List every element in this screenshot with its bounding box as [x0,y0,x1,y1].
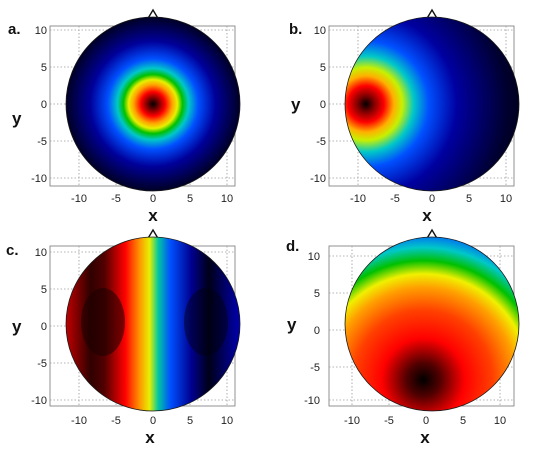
x-tick: -10 [71,193,87,205]
y-tick: 10 [35,25,47,37]
x-tick: -5 [111,193,121,205]
scalp-map [345,17,519,191]
head-outline [65,236,241,412]
x-tick: 10 [494,415,506,427]
x-tick-labels: -10 -5 0 5 10 [71,193,233,205]
x-tick-labels: -10 -5 0 5 10 [71,415,233,427]
y-tick: 0 [320,99,326,111]
y-axis-title: y [287,315,297,334]
y-tick: -10 [31,395,47,407]
x-tick: -5 [111,415,121,427]
y-tick: -5 [37,136,47,148]
y-tick: -5 [37,358,47,370]
x-tick: 10 [500,193,512,205]
panel-label: d. [286,238,299,255]
x-tick: 5 [460,415,466,427]
x-tick: 0 [150,415,156,427]
scalp-map [345,237,519,411]
y-tick: -10 [31,173,47,185]
scalp-map [66,17,240,191]
x-tick: 0 [423,415,429,427]
y-tick: 10 [308,251,320,263]
x-axis-title: x [422,206,432,225]
x-tick: -5 [384,415,394,427]
y-tick: 5 [41,284,47,296]
y-tick: -10 [310,173,326,185]
y-tick: 5 [320,62,326,74]
x-axis-title: x [420,428,430,447]
x-tick: 10 [221,193,233,205]
x-tick-labels: -10 -5 0 5 10 [344,415,506,427]
x-tick: 0 [150,193,156,205]
y-tick: 0 [41,99,47,111]
y-axis-title: y [12,317,22,336]
y-tick: 0 [314,325,320,337]
y-tick-labels: 10 5 0 -5 -10 [31,247,47,407]
panel-d: d. 10 5 0 -5 -10 -10 -5 0 5 10 y x [286,228,520,447]
y-tick-labels: 10 5 0 -5 -10 [304,251,320,407]
y-tick-labels: 10 5 0 -5 -10 [310,25,326,185]
x-tick: -5 [390,193,400,205]
y-tick: 10 [35,247,47,259]
panel-label: b. [289,21,302,38]
x-axis-title: x [145,428,155,447]
y-tick: 5 [41,62,47,74]
panel-label: c. [6,242,19,259]
head-outline [344,236,520,412]
y-tick: -10 [304,395,320,407]
y-tick: 0 [41,321,47,333]
y-tick: -5 [316,136,326,148]
head-outline [65,16,241,192]
panel-label: a. [8,21,21,38]
x-tick: -10 [350,193,366,205]
head-outline [344,16,520,192]
panel-a: a. 10 5 0 -5 -10 -10 -5 0 5 10 y x [8,8,241,225]
x-tick: 5 [187,193,193,205]
y-tick: 10 [314,25,326,37]
y-axis-title: y [12,109,22,128]
x-tick: 5 [466,193,472,205]
panel-c: c. 10 5 0 -5 -10 -10 -5 0 5 10 y x [6,228,241,447]
x-tick: -10 [71,415,87,427]
x-tick: -10 [344,415,360,427]
y-tick-labels: 10 5 0 -5 -10 [31,25,47,185]
x-tick: 10 [221,415,233,427]
panel-b: b. 10 5 0 -5 -10 -10 -5 0 5 10 y x [289,8,520,225]
x-tick: 5 [187,415,193,427]
y-tick: 5 [314,288,320,300]
y-axis-title: y [291,95,301,114]
y-tick: -5 [310,362,320,374]
scalp-map [66,237,240,411]
x-tick: 0 [429,193,435,205]
x-axis-title: x [148,206,158,225]
x-tick-labels: -10 -5 0 5 10 [350,193,512,205]
